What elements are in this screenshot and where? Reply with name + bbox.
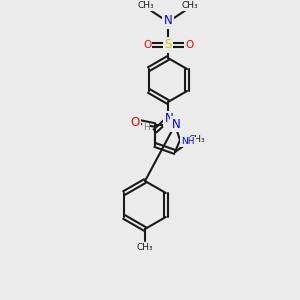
Text: O: O xyxy=(130,116,140,128)
Text: N: N xyxy=(164,14,172,28)
Text: NH: NH xyxy=(181,137,195,146)
Text: CH₃: CH₃ xyxy=(138,2,154,10)
Text: S: S xyxy=(164,38,172,52)
Text: CH₃: CH₃ xyxy=(137,244,153,253)
Text: CH₃: CH₃ xyxy=(189,134,205,143)
Text: N: N xyxy=(172,118,180,130)
Text: H: H xyxy=(142,124,149,133)
Text: O: O xyxy=(185,40,193,50)
Text: N: N xyxy=(165,112,173,125)
Text: O: O xyxy=(143,40,151,50)
Text: CH₃: CH₃ xyxy=(182,2,198,10)
